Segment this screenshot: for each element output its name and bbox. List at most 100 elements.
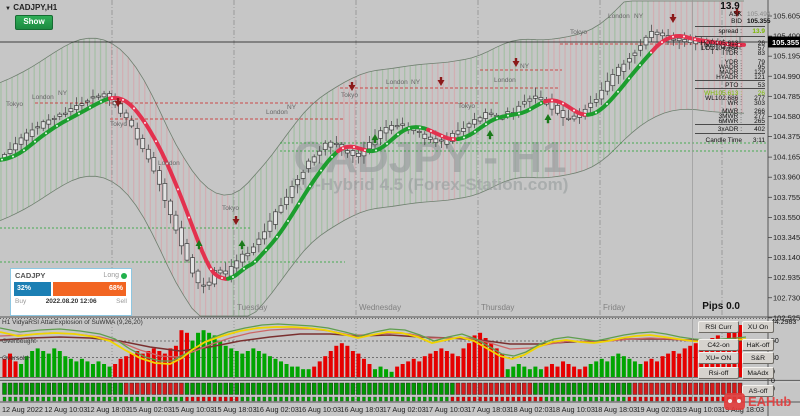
- wae-histogram-bar: [632, 361, 637, 377]
- wae-histogram-bar: [52, 348, 57, 377]
- wae-histogram-bar: [422, 356, 427, 377]
- trend-bar: [400, 382, 405, 395]
- trend-bar: [41, 382, 46, 395]
- session-label: London: [386, 79, 408, 86]
- trend-dot: [434, 396, 438, 402]
- trend-bar: [599, 382, 604, 395]
- indicator-toggle-rsi-off[interactable]: Rsi-off: [698, 367, 739, 379]
- trend-dot: [362, 396, 366, 402]
- trend-dot: [660, 396, 665, 402]
- wae-histogram-bar: [102, 364, 107, 377]
- candle-body: [74, 105, 79, 110]
- candle-body: [311, 156, 317, 163]
- trend-bar: [101, 382, 107, 395]
- trend-dot: [483, 396, 488, 402]
- buy-arrow-icon: [544, 114, 552, 124]
- ribbon-dot: [683, 35, 685, 38]
- session-label: Tokyo: [341, 92, 358, 99]
- wae-histogram-bar: [610, 356, 615, 377]
- trend-bar: [533, 382, 538, 395]
- info-row: 3MWR :277: [718, 113, 765, 120]
- ribbon-dot: [430, 130, 432, 133]
- indicator-toggle-maadx[interactable]: MaAdx: [742, 367, 774, 379]
- wae-histogram-bar: [267, 356, 272, 377]
- wae-histogram-bar: [577, 369, 582, 377]
- candle-body: [571, 115, 577, 120]
- trend-dot: [295, 396, 300, 402]
- trend-bar: [140, 382, 145, 395]
- trend-bar: [52, 382, 57, 395]
- trend-dot: [589, 396, 593, 402]
- wae-histogram-bar: [461, 348, 466, 377]
- candle-body: [682, 39, 688, 43]
- time-axis[interactable]: 12 Aug 2022 12 Aug 10:03 12 Aug 18:03 15 Au…: [2, 405, 764, 414]
- candle-body: [427, 136, 433, 140]
- trend-dot: [168, 396, 173, 402]
- trend-bar: [262, 382, 267, 395]
- show-button[interactable]: Show: [15, 15, 53, 30]
- trend-bar: [135, 382, 140, 395]
- trend-dot: [506, 396, 510, 402]
- ribbon-dot: [45, 132, 47, 135]
- session-label: Tokyo: [458, 103, 475, 110]
- trend-bar: [229, 382, 234, 395]
- candle-body: [621, 63, 627, 72]
- indicator-toggle-xu-on[interactable]: XU On: [742, 321, 774, 333]
- trend-bar: [273, 382, 278, 395]
- trend-dot: [356, 396, 361, 402]
- time-tick-label: 16 Aug 10:03: [298, 405, 341, 414]
- ribbon-dot: [738, 43, 740, 46]
- indicator-toggle-c42-on[interactable]: C42-on: [698, 339, 739, 351]
- info-separator: [695, 133, 765, 134]
- wae-histogram-bar: [339, 343, 344, 377]
- wae-histogram-bar: [107, 366, 112, 377]
- candle-body: [726, 47, 732, 50]
- dropdown-icon[interactable]: ▼: [5, 6, 11, 12]
- trend-dot: [179, 396, 184, 402]
- time-tick-label: 18 Aug 18:03: [594, 405, 637, 414]
- ribbon-dot: [100, 100, 102, 103]
- price-axis[interactable]: 105.605 105.400 105.195 104.990 104.785 104.5…: [768, 12, 800, 323]
- trend-bar: [63, 382, 68, 395]
- trend-dot: [74, 396, 79, 402]
- session-label: NY: [520, 63, 530, 70]
- trend-bar: [693, 382, 698, 395]
- trend-bar: [35, 382, 40, 395]
- indicator-toggle-s-r[interactable]: S&R: [742, 352, 774, 364]
- wae-histogram-bar: [389, 371, 394, 377]
- trend-bar: [168, 382, 173, 395]
- indicator-toggle-as-off[interactable]: AS-off: [742, 385, 774, 397]
- ribbon-dot: [386, 142, 388, 145]
- wae-histogram-bar: [113, 364, 118, 377]
- candle-body: [627, 58, 632, 63]
- ribbon-dot: [133, 107, 135, 110]
- trend-dot: [406, 396, 410, 402]
- candle-body: [400, 123, 406, 126]
- sentiment-direction: Long: [103, 272, 127, 279]
- trend-dot: [135, 396, 139, 402]
- trend-dot: [694, 396, 698, 402]
- wae-histogram-bar: [417, 361, 422, 377]
- trend-dot: [345, 396, 350, 402]
- wae-histogram-bar: [649, 358, 654, 377]
- candle-body: [234, 260, 240, 269]
- indicator-toggle-hak-off[interactable]: HaK-off: [742, 339, 774, 351]
- trend-dot: [367, 396, 372, 402]
- indicator-toggle-rsi-curr[interactable]: RSI Curr: [698, 321, 739, 333]
- candle-body: [145, 148, 151, 160]
- session-label: Tokyo: [6, 101, 23, 108]
- trend-bar: [367, 382, 372, 395]
- ribbon-dot: [507, 114, 509, 117]
- info-separator: [695, 80, 765, 81]
- wae-histogram-bar: [356, 353, 361, 377]
- ribbon-dot: [650, 51, 652, 54]
- trend-bar: [212, 382, 217, 395]
- wae-histogram-bar: [400, 364, 405, 377]
- trend-bar: [184, 382, 190, 395]
- time-tick-label: 16 Aug 02:03: [256, 405, 299, 414]
- candle-body: [433, 138, 439, 143]
- candle-body: [18, 137, 24, 145]
- indicator-toggle-xu-on[interactable]: XU= ON: [698, 352, 739, 364]
- wae-histogram-bar: [594, 361, 599, 377]
